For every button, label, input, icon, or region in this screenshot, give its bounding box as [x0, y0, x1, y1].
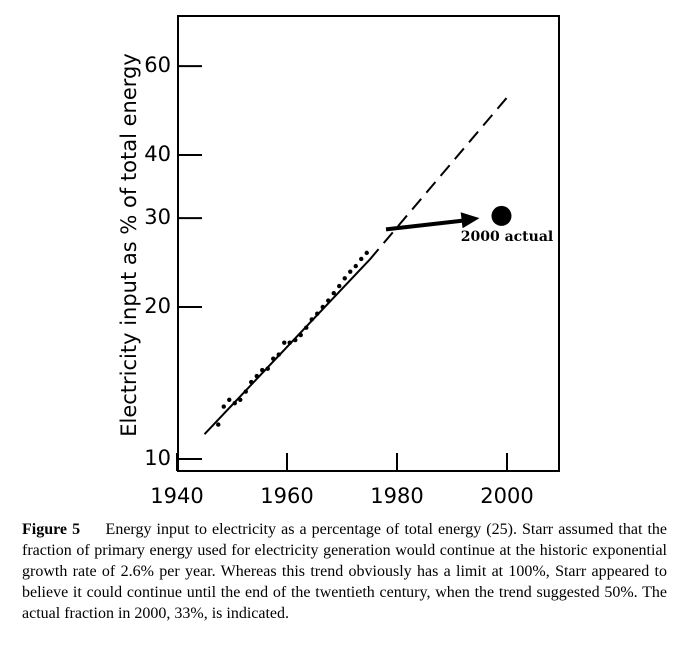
data-point — [342, 276, 347, 281]
data-point — [216, 422, 221, 427]
plot-frame — [177, 15, 560, 472]
y-axis-label: Electricity input as % of total energy — [117, 53, 141, 437]
actual-2000-marker — [491, 205, 512, 226]
data-point — [353, 263, 358, 269]
data-point — [364, 250, 369, 256]
data-point — [227, 397, 232, 402]
trend-line — [203, 259, 371, 435]
x-tick-label: 1940 — [150, 484, 203, 508]
data-point — [359, 256, 364, 262]
x-tick-label: 2000 — [480, 484, 533, 508]
data-point — [282, 340, 287, 345]
y-tick-label: 60 — [144, 53, 171, 77]
arrow-shaft — [385, 218, 468, 232]
data-point — [348, 269, 353, 274]
data-point — [331, 291, 336, 296]
y-tick-label: 20 — [144, 294, 171, 318]
arrow-head — [460, 212, 480, 229]
data-point — [337, 283, 342, 289]
figure-label: Figure 5 — [22, 521, 81, 538]
x-tick-label: 1960 — [260, 484, 313, 508]
figure-caption: Figure 5 Energy input to electricity as … — [22, 519, 667, 624]
y-tick-label: 10 — [144, 446, 171, 470]
electricity-share-chart: 10 20 30 40 60 1940 1960 1980 2000 Electricity in… — [117, 15, 560, 508]
data-point — [221, 404, 226, 409]
caption-text: Energy input to electricity as a percent… — [22, 521, 668, 622]
y-tick-label: 30 — [144, 205, 171, 229]
actual-2000-label: 2000 actual — [461, 229, 553, 245]
extrapolation-line — [368, 96, 508, 261]
x-tick-label: 1980 — [370, 484, 423, 508]
y-tick-label: 40 — [144, 142, 171, 166]
